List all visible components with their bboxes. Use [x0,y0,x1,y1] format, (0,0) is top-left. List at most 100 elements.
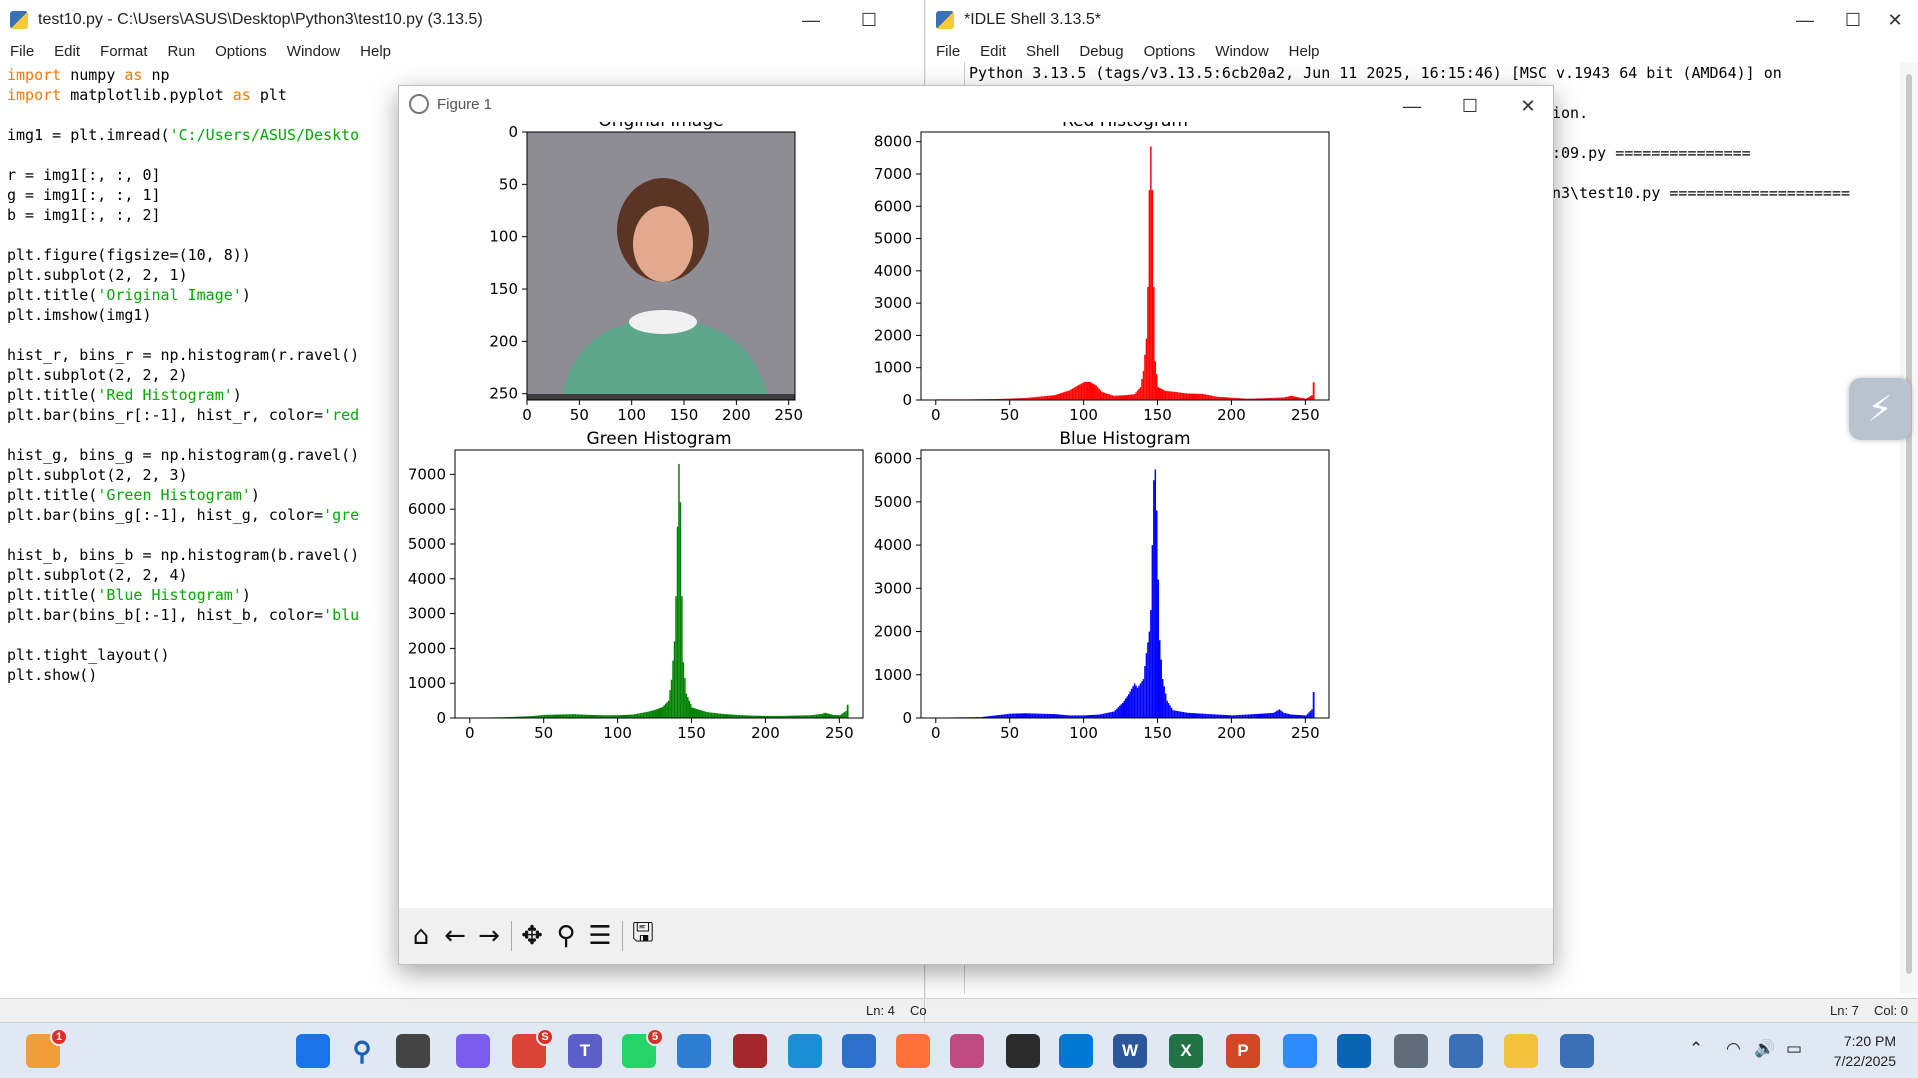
zoom-icon[interactable] [1283,1034,1317,1068]
menu-window[interactable]: Window [1215,42,1269,60]
code-token: plt.subplot(2, 2, 1) [7,266,188,284]
shell-titlebar[interactable]: *IDLE Shell 3.13.5* — ☐ ✕ [926,0,1918,40]
zoom-icon[interactable]: ⚲ [556,921,576,951]
menu-window[interactable]: Window [286,42,341,60]
menu-shell[interactable]: Shell [1026,42,1060,60]
menu-edit[interactable]: Edit [54,42,81,60]
menu-options[interactable]: Options [1143,42,1196,60]
outlook-icon[interactable] [1337,1034,1371,1068]
histogram-bar [1021,398,1023,400]
vscode-icon[interactable] [1059,1034,1093,1068]
code-editor[interactable]: import numpy as np import matplotlib.pypl… [7,65,359,685]
menu-edit[interactable]: Edit [980,42,1007,60]
menu-file[interactable]: File [936,42,961,60]
histogram-bar [1309,710,1312,718]
search-icon[interactable]: ⚲ [345,1034,379,1068]
histogram-bar [700,710,702,718]
histogram-bar [1150,609,1152,718]
home-icon[interactable]: ⌂ [412,921,430,951]
widgets-icon[interactable]: 1 [26,1028,68,1068]
copilot-icon[interactable] [456,1034,490,1068]
histogram-bar [1139,683,1142,718]
histogram-bar [1093,714,1096,718]
word-icon[interactable]: W [1113,1034,1147,1068]
histogram-bar [831,714,834,718]
scrollbar-thumb[interactable] [1906,74,1912,974]
histogram-bar [1176,710,1179,718]
close-button[interactable]: ✕ [1887,9,1903,30]
histogram-bar [836,715,838,718]
code-token: plt.subplot(2, 2, 2) [7,366,188,384]
axes-frame [920,449,1330,719]
histogram-bar [697,709,699,718]
save-icon[interactable]: 🖫 [631,918,655,948]
wifi-icon[interactable]: ◠ [1726,1039,1741,1059]
minimize-button[interactable]: — [802,9,820,30]
forward-icon[interactable]: → [478,921,500,951]
y-tick-label: 4000 [874,536,912,554]
task-view-icon[interactable] [396,1034,430,1068]
menu-help[interactable]: Help [1288,42,1320,60]
histogram-bar [1268,398,1270,400]
terminal-icon[interactable] [1006,1034,1040,1068]
histogram-bar [531,715,534,718]
settings-icon[interactable] [1394,1034,1428,1068]
edge-icon[interactable] [788,1034,822,1068]
plot-canvas[interactable]: Original Image05010015020025005010015020… [399,111,1553,906]
histogram-bar [1000,398,1003,400]
shell-scrollbar[interactable] [1900,62,1918,994]
histogram-bar [781,715,784,718]
menu-debug[interactable]: Debug [1079,42,1124,60]
start-icon[interactable] [296,1034,330,1068]
maximize-button[interactable]: ☐ [860,9,878,30]
histogram-bar [1113,711,1115,718]
floating-assistant-icon[interactable]: ⚡ [1849,378,1911,440]
code-token: import [7,86,62,104]
histogram-bar [1067,390,1069,400]
taskbar-icon-label: P [1237,1041,1249,1060]
menu-run[interactable]: Run [167,42,196,60]
histogram-bar [1212,395,1214,400]
back-icon[interactable]: ← [444,921,466,951]
histogram-bar [724,714,726,718]
snipping-icon[interactable] [950,1034,984,1068]
pan-icon[interactable]: ✥ [521,921,543,951]
menu-format[interactable]: Format [100,42,148,60]
python-icon[interactable] [1449,1034,1483,1068]
taskbar-icon-label: X [1180,1041,1192,1060]
menu-file[interactable]: File [10,42,35,60]
photos-icon[interactable] [677,1034,711,1068]
volume-icon[interactable]: 🔊 [1754,1039,1776,1059]
chrome-icon[interactable]: S [512,1028,554,1068]
histogram-bar [525,716,528,718]
histogram-bar [1150,146,1152,400]
vs-icon[interactable] [842,1034,876,1068]
histogram-bar [1212,714,1214,718]
excel-icon[interactable]: X [1169,1034,1203,1068]
code-token: plt.tight_layout() [7,646,170,664]
histogram-bar [1086,715,1089,718]
firefox-icon[interactable] [896,1034,930,1068]
powerpoint-icon[interactable]: P [1226,1034,1260,1068]
menu-options[interactable]: Options [215,42,267,60]
battery-icon[interactable]: ▭ [1786,1039,1803,1059]
idle-icon[interactable] [1560,1034,1594,1068]
histogram-bar [1051,395,1053,400]
maximize-button[interactable]: ☐ [1461,95,1479,116]
clock[interactable]: 7:20 PM 7/22/2025 [1834,1031,1896,1071]
menu-help[interactable]: Help [360,42,391,60]
minimize-button[interactable]: — [1796,9,1814,30]
figure-titlebar[interactable]: Figure 1 — ☐ ✕ [399,86,1553,122]
file-explorer-icon[interactable] [1504,1034,1538,1068]
whatsapp-icon[interactable]: 5 [622,1028,664,1068]
close-button[interactable]: ✕ [1520,95,1536,116]
configure-icon[interactable]: ☰ [588,921,612,951]
histogram-bar [1027,397,1029,400]
teams-icon[interactable]: T [568,1034,602,1068]
minimize-button[interactable]: — [1403,95,1421,116]
histogram-bar [823,713,825,718]
show-hidden-icons-icon[interactable]: ⌃ [1689,1039,1704,1059]
maximize-button[interactable]: ☐ [1844,9,1862,30]
editor-titlebar[interactable]: test10.py - C:\Users\ASUS\Desktop\Python… [0,0,924,40]
winrar-icon[interactable] [733,1034,767,1068]
